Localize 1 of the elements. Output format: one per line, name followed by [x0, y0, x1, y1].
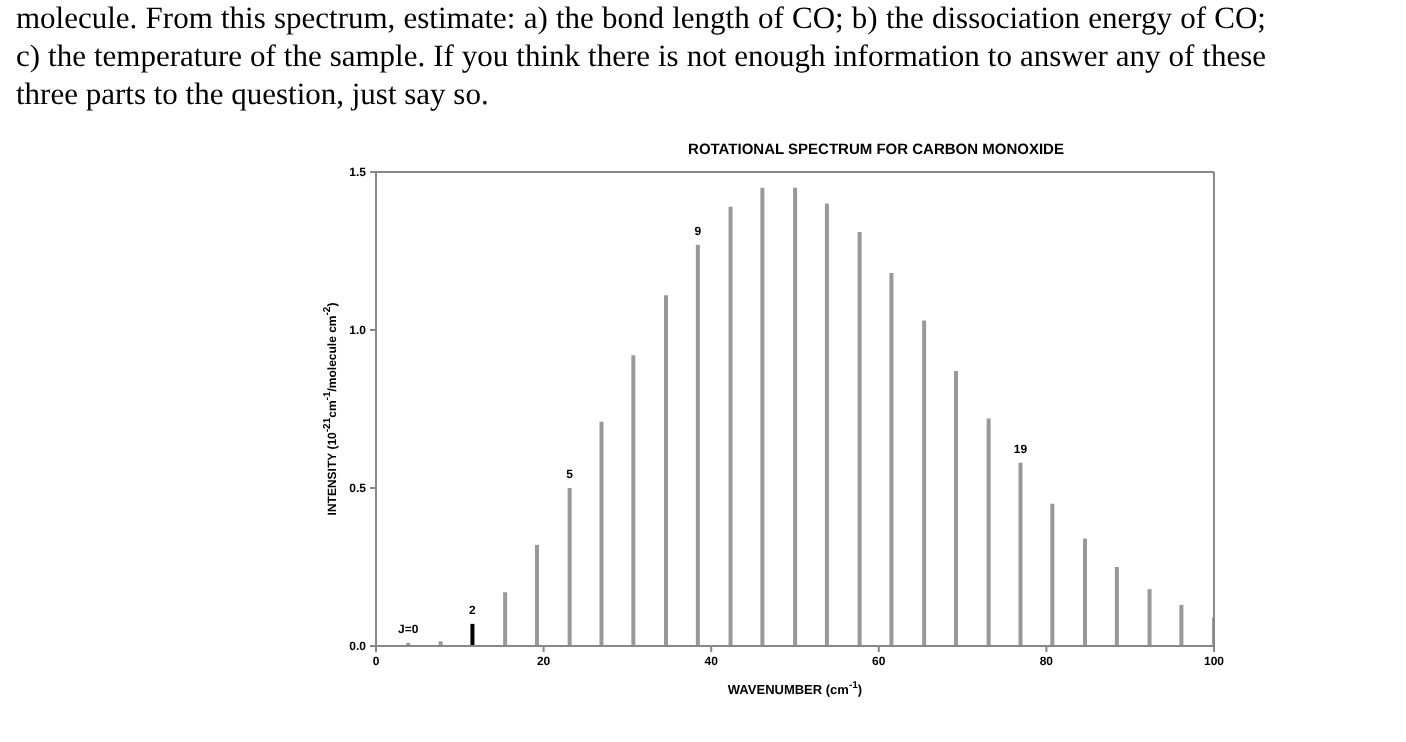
text: molecule. From this spectrum, estimate: a) the bond length of CO; b) the dissociation energy of CO; c) the temperature of the sample. If you think there is not enough information to answer any of these three parts to the question, just say so. — [16, 0, 1266, 114]
